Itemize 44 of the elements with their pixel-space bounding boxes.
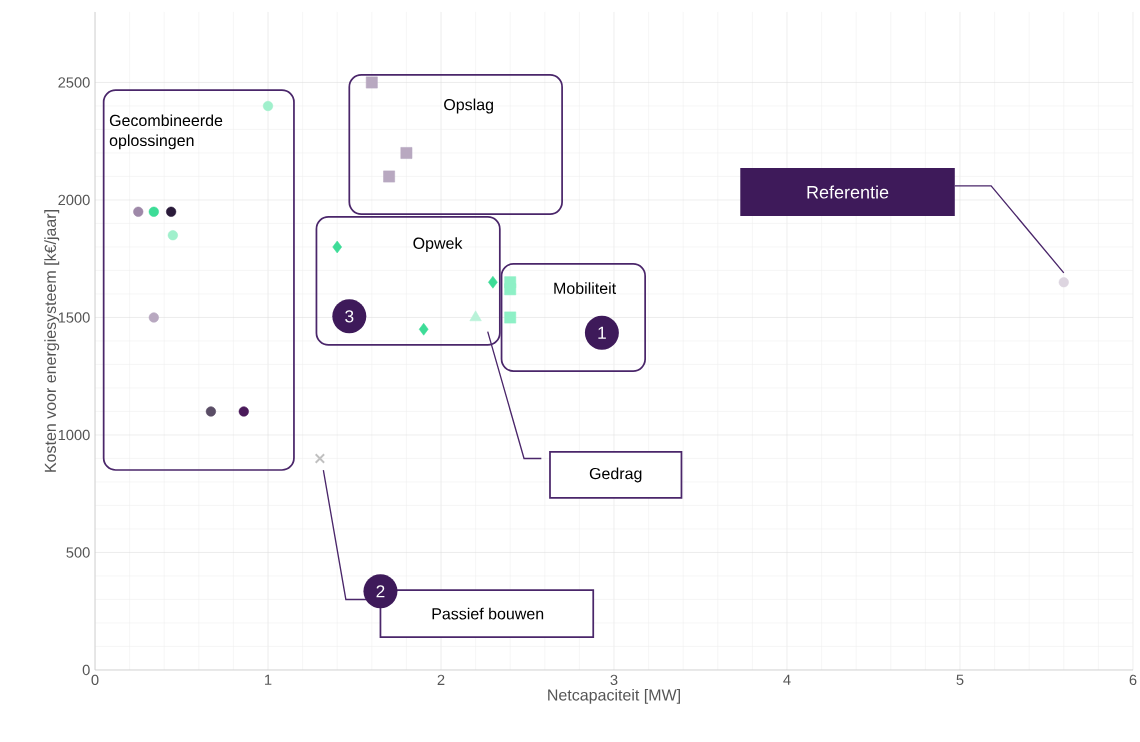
annotation: 1 (598, 326, 606, 339)
annotation: 2 (376, 585, 385, 598)
annotation: 3 (345, 310, 354, 323)
y-tick-label: 0 (82, 664, 90, 676)
point (238, 406, 249, 417)
x-tick-label: 5 (956, 674, 964, 685)
point (1058, 277, 1069, 288)
y-tick-label: 2000 (58, 194, 90, 206)
point (365, 76, 378, 89)
x-axis-title: Netcapaciteit [MW] (548, 688, 680, 704)
x-tick-label: 1 (265, 674, 272, 685)
point (314, 453, 326, 464)
x-tick-label: 3 (610, 674, 618, 686)
annotation: Gedrag (589, 467, 642, 483)
y-tick-label: 1500 (58, 312, 90, 323)
point (504, 283, 517, 296)
point (167, 230, 178, 241)
x-tick-label: 4 (783, 674, 791, 685)
y-axis-title: Kosten voor energiesysteem [k€/jaar] (44, 210, 60, 472)
point (166, 206, 177, 217)
point (262, 100, 274, 112)
point (418, 322, 429, 336)
annotation: Opwek (413, 237, 463, 253)
annotation: Referentie (807, 185, 889, 199)
point (504, 311, 517, 324)
point (383, 170, 395, 183)
annotation: Mobiliteit (554, 282, 617, 294)
x-tick-label: 2 (437, 674, 445, 685)
x-tick-label: 6 (1129, 674, 1137, 686)
y-tick-label: 1000 (58, 429, 90, 441)
point (205, 406, 216, 417)
point (133, 206, 144, 217)
point (400, 147, 413, 159)
point (148, 312, 159, 323)
annotation: Opslag (444, 98, 493, 114)
point (488, 275, 498, 289)
y-tick-label: 500 (66, 547, 90, 558)
x-tick-label: 0 (91, 674, 99, 686)
point (148, 206, 159, 217)
point (469, 310, 482, 322)
y-tick-label: 2500 (58, 77, 90, 88)
annotation: Passief bouwen (432, 607, 544, 620)
point (332, 240, 342, 254)
annotation: Gecombineerde oplossingen (109, 114, 223, 150)
